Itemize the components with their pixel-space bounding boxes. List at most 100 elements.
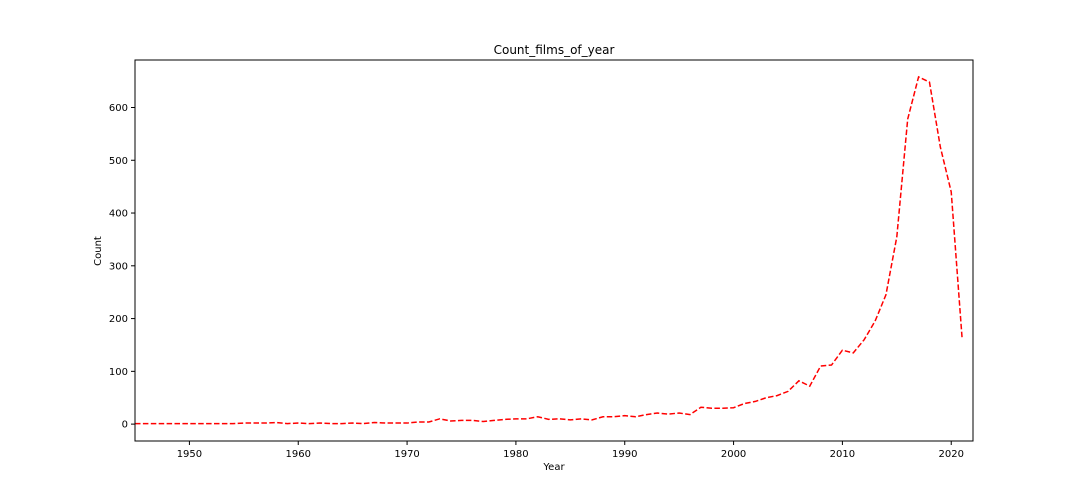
data-point <box>743 402 746 405</box>
data-point <box>319 422 322 425</box>
x-tick-label: 1970 <box>394 449 419 460</box>
x-tick-label: 2020 <box>939 449 964 460</box>
data-point <box>144 422 147 425</box>
data-point <box>406 422 409 425</box>
data-point <box>961 337 964 340</box>
data-point <box>580 417 583 420</box>
data-point <box>754 400 757 403</box>
data-point <box>384 422 387 425</box>
data-point <box>427 421 430 424</box>
data-point <box>362 422 365 425</box>
data-point <box>634 415 637 418</box>
data-point <box>275 421 278 424</box>
data-point <box>493 419 496 422</box>
y-axis-title: Count <box>93 236 104 266</box>
data-point <box>645 413 648 416</box>
data-point <box>819 365 822 368</box>
data-point <box>471 419 474 422</box>
y-axis: 0 100 200 300 400 500 600 <box>109 103 135 431</box>
data-point <box>808 385 811 388</box>
y-tick-label: 0 <box>122 420 128 431</box>
data-point <box>612 415 615 418</box>
data-point <box>765 396 768 399</box>
data-point <box>231 422 234 425</box>
data-point <box>852 351 855 354</box>
y-tick-label: 300 <box>109 261 128 272</box>
data-point <box>351 422 354 425</box>
data-point <box>569 418 572 421</box>
x-tick-label: 2000 <box>721 449 746 460</box>
data-point <box>373 421 376 424</box>
x-tick-label: 1990 <box>612 449 637 460</box>
data-point <box>504 418 507 421</box>
data-point <box>884 293 887 296</box>
x-axis-title: Year <box>542 462 565 473</box>
data-point <box>199 422 202 425</box>
data-point <box>177 422 180 425</box>
data-point <box>188 422 191 425</box>
data-point <box>297 422 300 425</box>
data-point <box>776 394 779 397</box>
data-point <box>591 418 594 421</box>
x-tick-label: 1960 <box>286 449 311 460</box>
data-point <box>906 118 909 121</box>
data-point <box>928 81 931 84</box>
x-axis: 1950 1960 1970 1980 1990 2000 2010 2020 <box>177 441 964 460</box>
data-point <box>449 419 452 422</box>
data-point <box>950 190 953 193</box>
data-point <box>721 407 724 410</box>
data-point <box>689 413 692 416</box>
series-line-0 <box>135 75 963 425</box>
y-tick-label: 600 <box>109 103 128 114</box>
data-point <box>917 75 920 78</box>
data-point <box>678 412 681 415</box>
x-tick-label: 1980 <box>503 449 528 460</box>
data-point <box>656 412 659 415</box>
x-tick-label: 2010 <box>830 449 855 460</box>
data-point <box>242 422 245 425</box>
data-point <box>547 418 550 421</box>
data-point <box>166 422 169 425</box>
data-point <box>710 407 713 410</box>
data-point <box>732 406 735 409</box>
data-point <box>830 364 833 367</box>
data-point <box>221 422 224 425</box>
data-point <box>841 349 844 352</box>
x-tick-label: 1950 <box>177 449 202 460</box>
data-point <box>786 390 789 393</box>
data-point <box>395 422 398 425</box>
data-point <box>797 379 800 382</box>
plot-frame <box>134 59 974 442</box>
data-point <box>895 235 898 238</box>
y-tick-label: 500 <box>109 156 128 167</box>
data-point <box>939 146 942 149</box>
data-point <box>308 422 311 425</box>
data-point <box>460 419 463 422</box>
y-tick-label: 400 <box>109 209 128 220</box>
data-point <box>667 413 670 416</box>
y-tick-label: 100 <box>109 367 128 378</box>
data-point <box>514 417 517 420</box>
data-point <box>482 420 485 423</box>
data-series <box>135 75 964 425</box>
y-tick-label: 200 <box>109 314 128 325</box>
data-point <box>253 422 256 425</box>
data-point <box>558 417 561 420</box>
data-point <box>699 406 702 409</box>
data-point <box>416 421 419 424</box>
data-point <box>155 422 158 425</box>
data-point <box>863 338 866 341</box>
data-point <box>329 422 332 425</box>
data-point <box>286 422 289 425</box>
data-point <box>210 422 213 425</box>
chart-title: Count_films_of_year <box>494 43 615 57</box>
data-point <box>623 414 626 417</box>
data-point <box>874 320 877 323</box>
data-point <box>438 417 441 420</box>
data-point <box>601 415 604 418</box>
data-point <box>340 422 343 425</box>
data-point <box>525 417 528 420</box>
data-point <box>264 422 267 425</box>
data-point <box>536 415 539 418</box>
